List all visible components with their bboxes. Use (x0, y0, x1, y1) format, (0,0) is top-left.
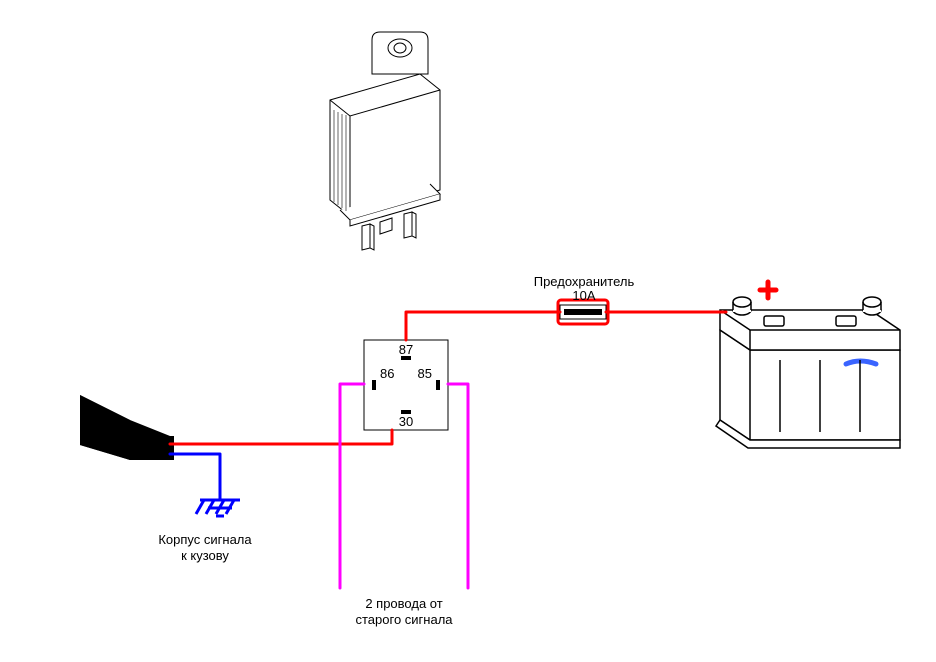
relay-schematic: 87 86 85 30 (364, 340, 448, 430)
relay-3d (330, 32, 440, 250)
ground-label-bottom: к кузову (181, 548, 229, 563)
fuse: Предохранитель 10А (534, 274, 635, 324)
horn (80, 395, 174, 460)
ground-symbol (196, 500, 240, 516)
pin-87-label: 87 (399, 342, 413, 357)
old-wires-label-bottom: старого сигнала (355, 612, 453, 627)
pin-86-label: 86 (380, 366, 394, 381)
ground-label-top: Корпус сигнала (158, 532, 252, 547)
battery (716, 282, 900, 448)
pin-30-label: 30 (399, 414, 413, 429)
fuse-label-bottom: 10А (572, 288, 595, 303)
old-wires-label-top: 2 провода от (365, 596, 442, 611)
fuse-label-top: Предохранитель (534, 274, 635, 289)
wiring-diagram: 87 86 85 30 Предохранитель 10А Корпус си… (0, 0, 936, 662)
pin-85-label: 85 (418, 366, 432, 381)
